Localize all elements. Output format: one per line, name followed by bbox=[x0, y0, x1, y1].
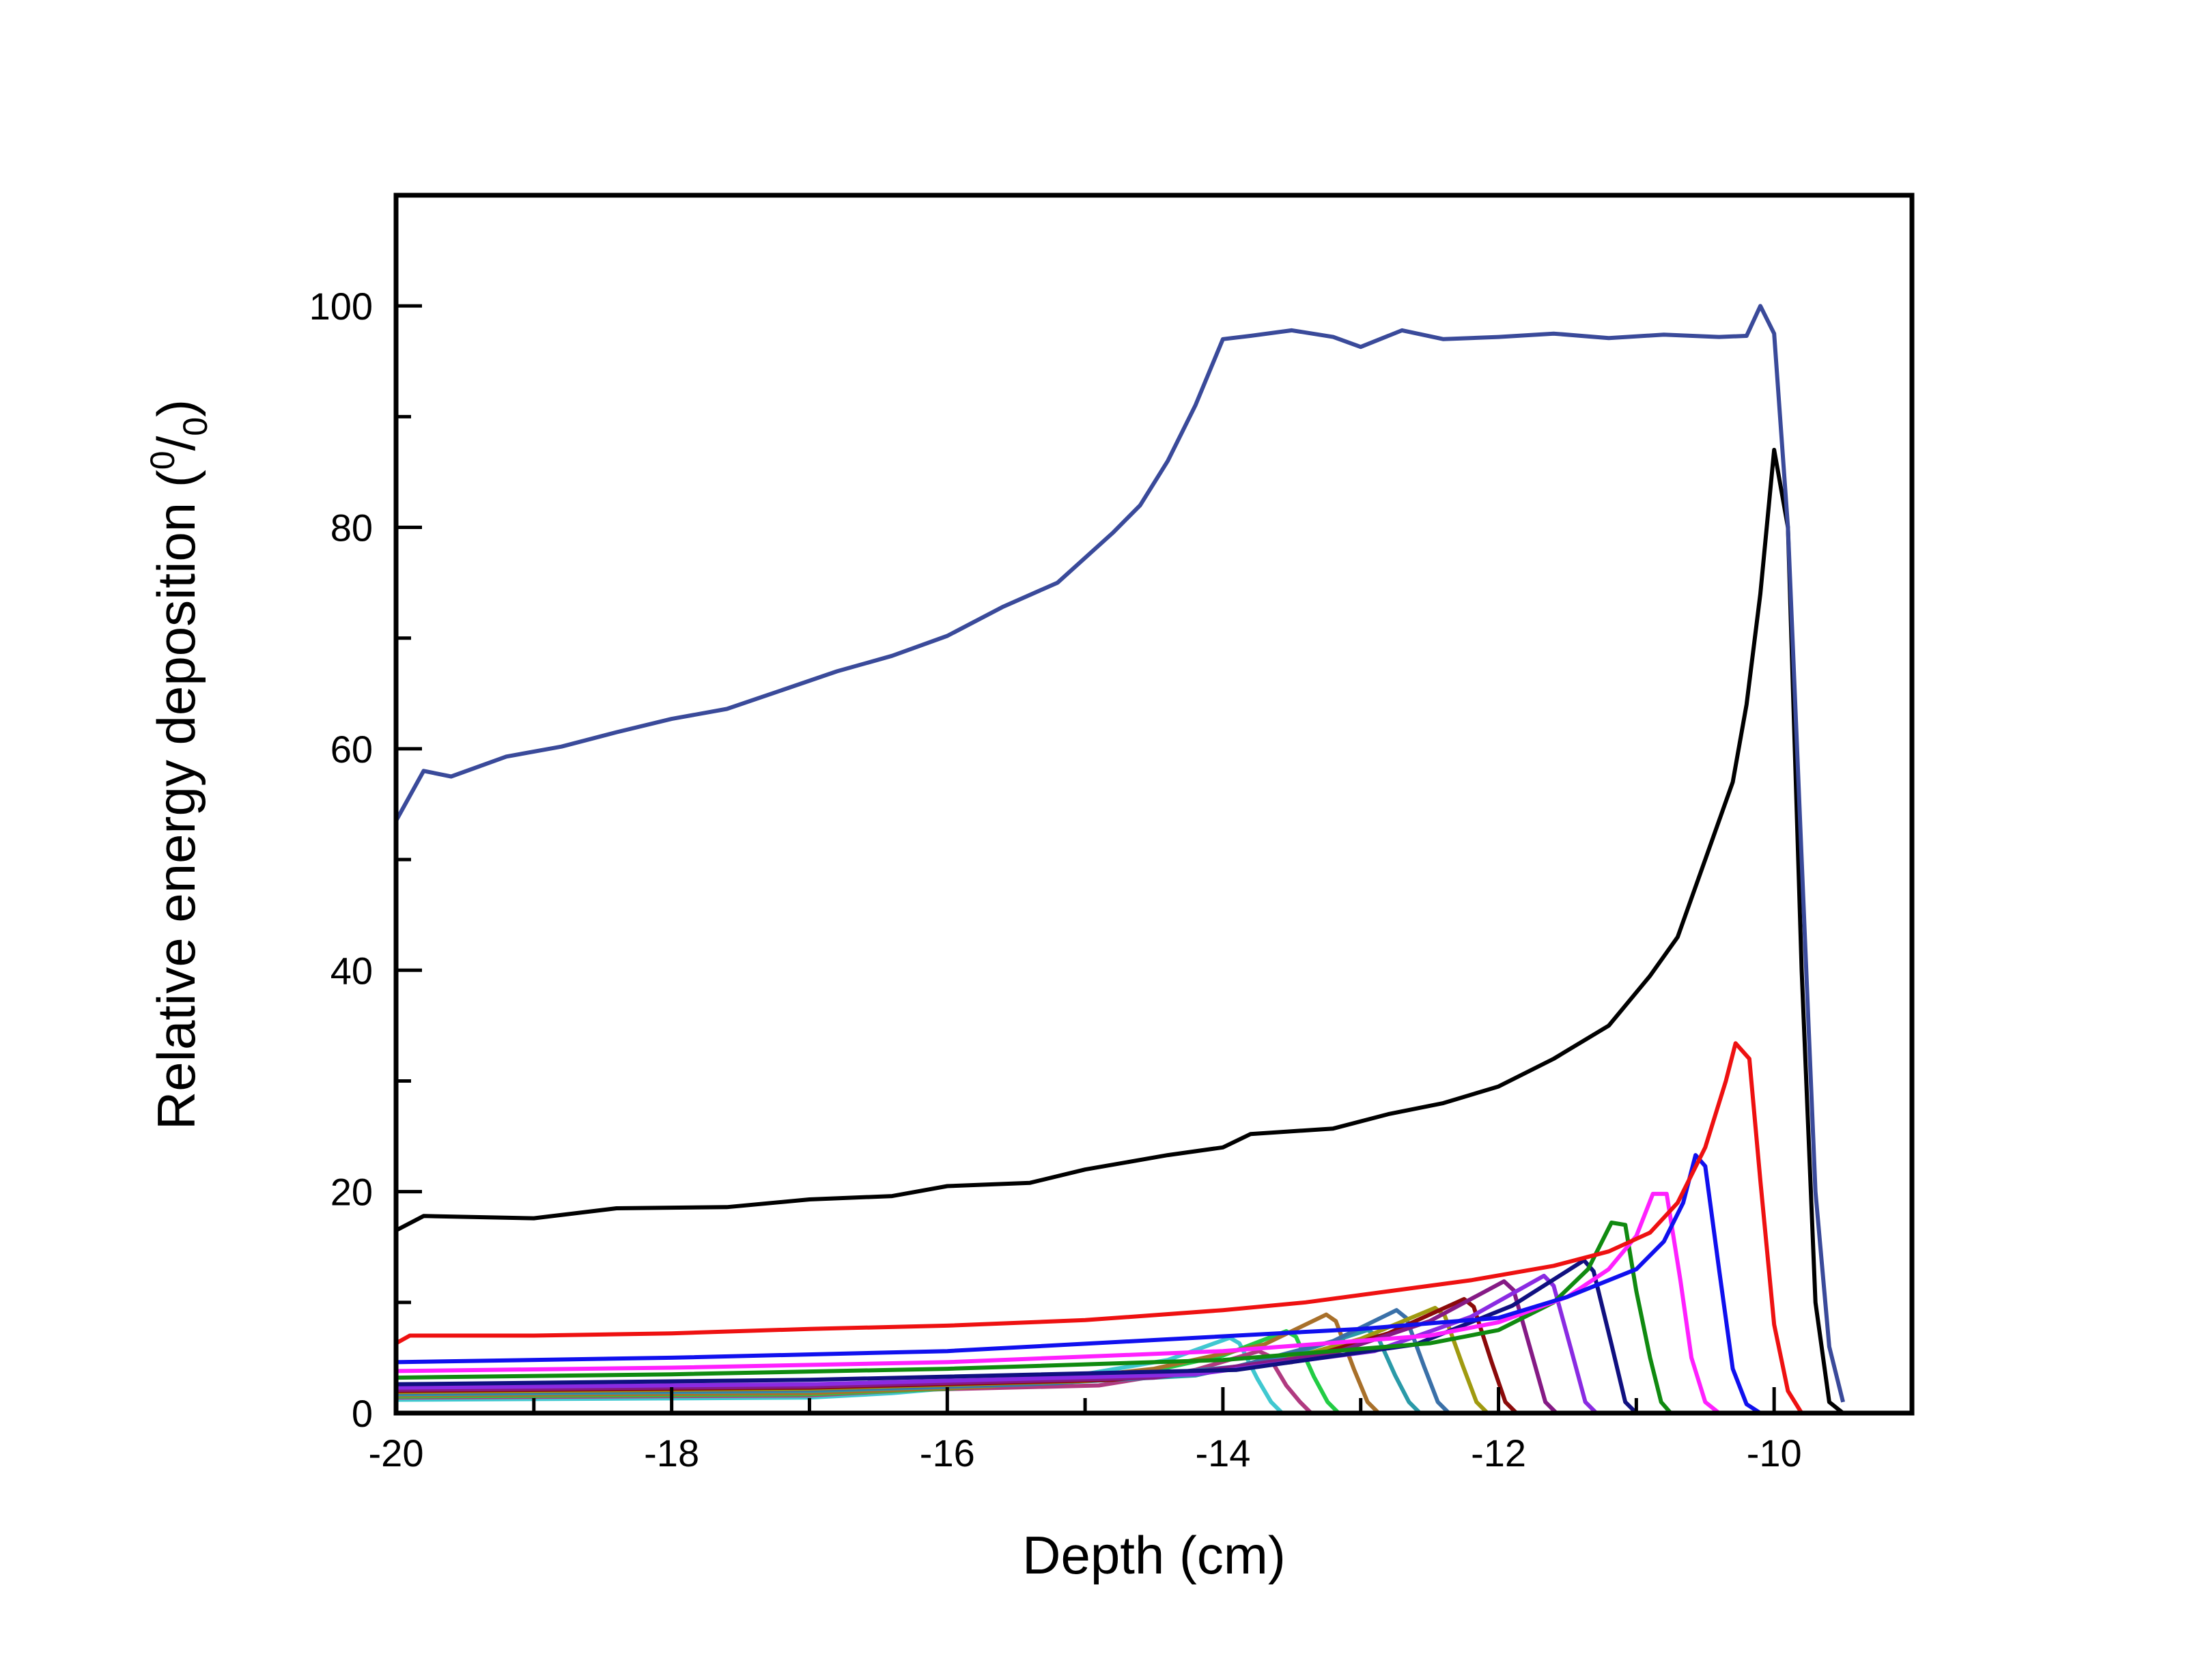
tick-layer: -20 -18 -16 -14 -12 -10 0 20 40 60 80 100 bbox=[309, 193, 1914, 1475]
series-layer bbox=[394, 304, 1846, 1415]
y-tick-label: 60 bbox=[330, 728, 373, 771]
series-line-sum bbox=[395, 448, 1844, 1415]
y-axis-title-sub: 0 bbox=[176, 417, 214, 436]
x-tick-label: -10 bbox=[1747, 1432, 1802, 1475]
x-tick-label: -18 bbox=[644, 1432, 699, 1475]
series-line-peak-4 bbox=[395, 1221, 1844, 1415]
y-axis-title-main: Relative energy deposition ( bbox=[146, 470, 206, 1130]
y-tick-label: 100 bbox=[309, 285, 373, 328]
series-line-SOBP bbox=[394, 304, 1846, 1403]
y-tick-label: 0 bbox=[352, 1392, 373, 1435]
y-tick-label: 20 bbox=[330, 1171, 373, 1214]
x-tick-label: -16 bbox=[920, 1432, 975, 1475]
series-line-peak-6 bbox=[395, 1273, 1844, 1415]
y-axis-title-close: ) bbox=[146, 399, 206, 417]
plot-frame bbox=[393, 193, 1915, 1416]
series-line-peak-2 bbox=[395, 1153, 1844, 1415]
y-tick-label: 40 bbox=[330, 949, 373, 992]
x-tick-label: -12 bbox=[1471, 1432, 1526, 1475]
x-tick-label: -14 bbox=[1195, 1432, 1250, 1475]
series-line-peak-7 bbox=[395, 1279, 1844, 1415]
series-line-peak-3 bbox=[395, 1191, 1844, 1415]
y-axis-title-slash: / bbox=[146, 436, 206, 451]
y-tick-label: 80 bbox=[330, 507, 373, 550]
x-axis-title: Depth (cm) bbox=[1022, 1525, 1286, 1585]
y-axis-title: Relative energy deposition (0/0) bbox=[143, 399, 214, 1130]
y-axis-title-sup: 0 bbox=[143, 451, 182, 470]
series-line-peak-1 bbox=[395, 1041, 1844, 1415]
series-line-peak-5 bbox=[395, 1258, 1844, 1415]
x-tick-label: -20 bbox=[369, 1432, 424, 1475]
